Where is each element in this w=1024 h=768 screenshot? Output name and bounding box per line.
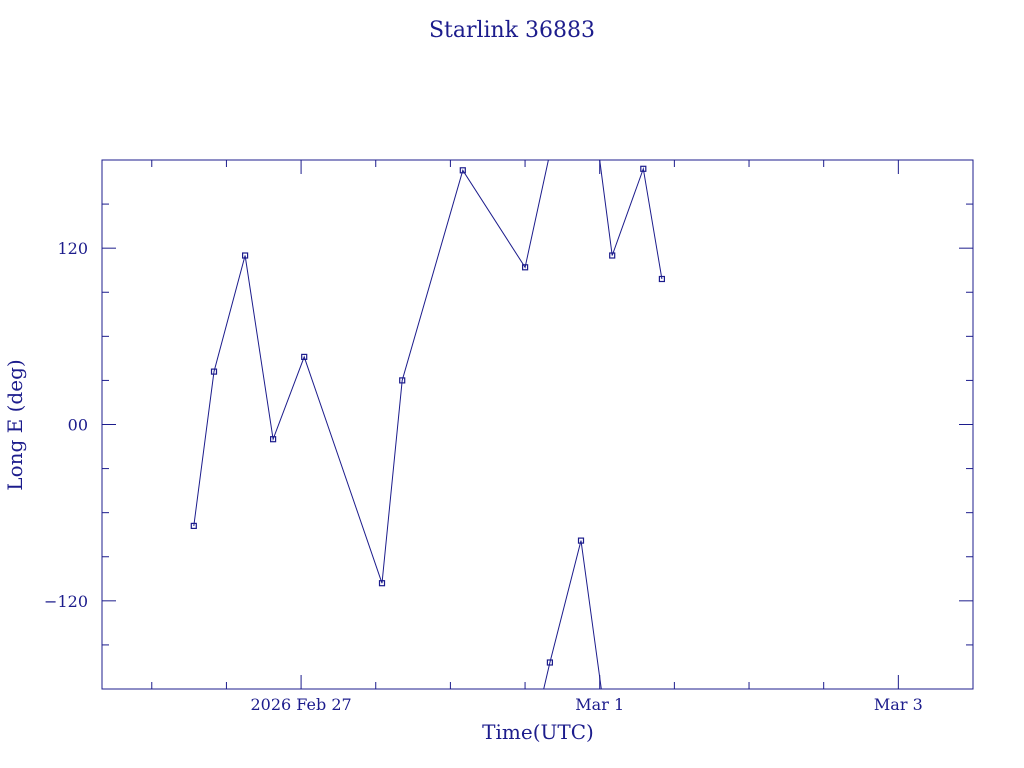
series-line-segment [599, 159, 663, 280]
x-tick-label: Mar 3 [874, 695, 923, 714]
data-point [577, 537, 585, 544]
data-point [210, 368, 218, 375]
x-axis-label: Time(UTC) [482, 720, 594, 744]
series-line-segment [193, 159, 549, 584]
chart-title: Starlink 36883 [429, 18, 595, 43]
axis-ticks [102, 160, 974, 689]
data-point [378, 580, 386, 587]
data-point [609, 252, 616, 259]
y-tick-label: 00 [68, 416, 88, 435]
data-point [190, 522, 197, 530]
tick-labels: 2026 Feb 27 Mar 1 Mar 3 120 00 −120 [44, 239, 923, 714]
y-tick-label: −120 [44, 592, 88, 611]
data-point [640, 165, 647, 172]
x-tick-label: Mar 1 [575, 695, 624, 714]
data-point [546, 659, 554, 666]
data-point [658, 275, 666, 283]
data-point [301, 353, 308, 360]
data-point [270, 436, 277, 443]
y-axis-label: Long E (deg) [3, 359, 27, 490]
series-line-segment [543, 540, 602, 690]
data-point [242, 252, 249, 259]
data-point [399, 377, 406, 384]
series-longitude [190, 159, 666, 690]
data-point [521, 264, 529, 271]
y-tick-label: 120 [57, 239, 88, 258]
x-tick-label: 2026 Feb 27 [250, 695, 351, 714]
data-point [459, 167, 466, 174]
plot-frame [101, 159, 974, 690]
